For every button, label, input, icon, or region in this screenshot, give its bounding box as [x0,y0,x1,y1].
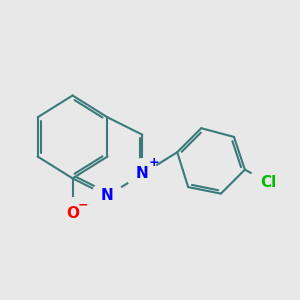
Text: O: O [66,206,79,221]
Text: −: − [77,199,88,212]
Text: N: N [101,188,114,203]
Text: Cl: Cl [261,175,277,190]
Text: N: N [136,167,149,182]
Text: +: + [148,156,159,169]
